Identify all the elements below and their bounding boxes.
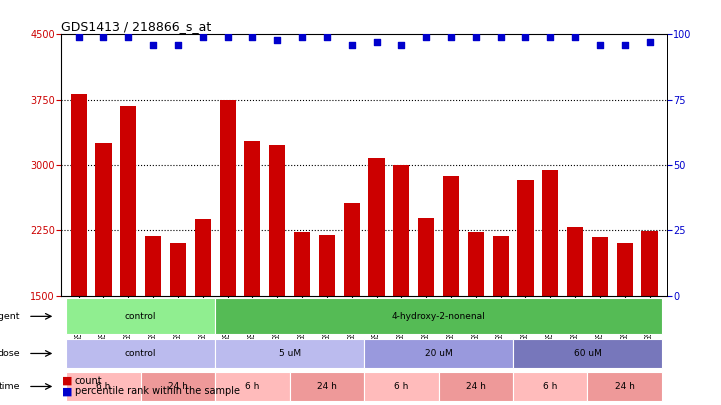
- Point: [98, 34, 110, 40]
- Bar: [170, 243, 186, 296]
- Text: 5 uM: 5 uM: [278, 349, 301, 358]
- Bar: [66, 339, 215, 368]
- Bar: [120, 106, 136, 296]
- Bar: [438, 372, 513, 401]
- Bar: [542, 170, 558, 296]
- Bar: [145, 236, 162, 296]
- Bar: [588, 372, 662, 401]
- Point: [172, 42, 184, 48]
- Text: 24 h: 24 h: [615, 382, 634, 391]
- Bar: [290, 372, 364, 401]
- Text: count: count: [75, 375, 102, 386]
- Bar: [616, 243, 633, 296]
- Point: [247, 34, 258, 40]
- Bar: [244, 141, 260, 296]
- Bar: [492, 236, 509, 296]
- Text: 6 h: 6 h: [97, 382, 110, 391]
- Point: [619, 42, 630, 48]
- Text: percentile rank within the sample: percentile rank within the sample: [75, 386, 240, 396]
- Bar: [567, 227, 583, 296]
- Text: ■: ■: [62, 386, 73, 396]
- Point: [73, 34, 84, 40]
- Bar: [215, 298, 662, 335]
- Bar: [344, 202, 360, 296]
- Bar: [364, 372, 438, 401]
- Point: [222, 34, 234, 40]
- Bar: [319, 235, 335, 296]
- Bar: [592, 237, 608, 296]
- Bar: [518, 180, 534, 296]
- Bar: [513, 372, 588, 401]
- Bar: [468, 232, 484, 296]
- Point: [470, 34, 482, 40]
- Text: 24 h: 24 h: [168, 382, 188, 391]
- Text: 24 h: 24 h: [466, 382, 486, 391]
- Text: 4-hydroxy-2-nonenal: 4-hydroxy-2-nonenal: [392, 312, 485, 321]
- Bar: [418, 218, 434, 296]
- Point: [544, 34, 556, 40]
- Text: GDS1413 / 218866_s_at: GDS1413 / 218866_s_at: [61, 20, 211, 33]
- Bar: [66, 298, 215, 335]
- Bar: [219, 100, 236, 296]
- Bar: [294, 232, 310, 296]
- Bar: [364, 339, 513, 368]
- Point: [396, 42, 407, 48]
- Text: 60 uM: 60 uM: [574, 349, 601, 358]
- Point: [594, 42, 606, 48]
- Bar: [141, 372, 215, 401]
- Text: 6 h: 6 h: [245, 382, 260, 391]
- Bar: [66, 372, 141, 401]
- Bar: [215, 339, 364, 368]
- Point: [445, 34, 456, 40]
- Bar: [368, 158, 384, 296]
- Text: 20 uM: 20 uM: [425, 349, 453, 358]
- Bar: [513, 339, 662, 368]
- Point: [346, 42, 358, 48]
- Point: [371, 39, 382, 45]
- Text: 24 h: 24 h: [317, 382, 337, 391]
- Point: [520, 34, 531, 40]
- Bar: [95, 143, 112, 296]
- Point: [272, 36, 283, 43]
- Bar: [269, 145, 286, 296]
- Point: [147, 42, 159, 48]
- Bar: [71, 94, 87, 296]
- Text: time: time: [0, 382, 20, 391]
- Point: [495, 34, 506, 40]
- Text: 6 h: 6 h: [394, 382, 409, 391]
- Bar: [443, 177, 459, 296]
- Text: agent: agent: [0, 312, 20, 321]
- Bar: [215, 372, 290, 401]
- Bar: [393, 165, 410, 296]
- Point: [644, 39, 655, 45]
- Text: 6 h: 6 h: [543, 382, 557, 391]
- Bar: [195, 219, 211, 296]
- Point: [570, 34, 581, 40]
- Point: [123, 34, 134, 40]
- Text: dose: dose: [0, 349, 20, 358]
- Bar: [642, 231, 658, 296]
- Point: [420, 34, 432, 40]
- Text: ■: ■: [62, 375, 73, 386]
- Text: control: control: [125, 349, 156, 358]
- Text: control: control: [125, 312, 156, 321]
- Point: [197, 34, 208, 40]
- Point: [296, 34, 308, 40]
- Point: [321, 34, 332, 40]
